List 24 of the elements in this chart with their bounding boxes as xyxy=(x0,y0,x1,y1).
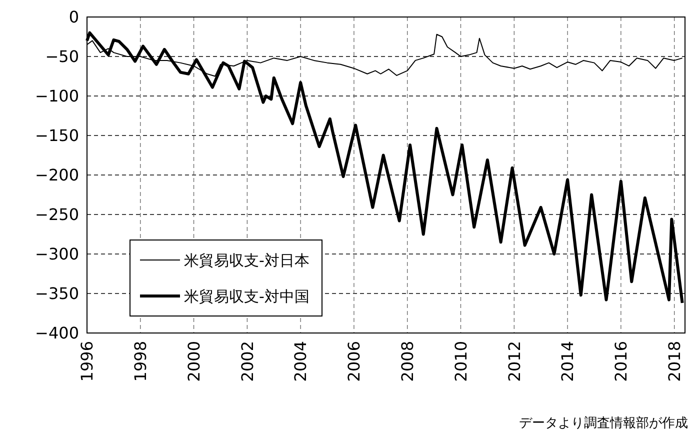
legend-label: 米貿易収支-対中国 xyxy=(184,287,310,306)
x-tick-label: 2014 xyxy=(558,341,578,382)
x-tick-label: 2006 xyxy=(344,341,364,382)
x-tick-label: 2016 xyxy=(612,341,631,382)
y-tick-label: −50 xyxy=(45,47,79,66)
y-tick-label: −300 xyxy=(35,244,79,264)
x-tick-label: 2018 xyxy=(664,341,684,382)
y-tick-label: −100 xyxy=(35,86,79,106)
y-tick-label: −250 xyxy=(35,205,79,224)
x-tick-label: 2000 xyxy=(184,341,204,382)
y-tick-label: −150 xyxy=(35,126,79,146)
text: データより調査情報部が作成 xyxy=(519,416,688,431)
x-tick-label: 2008 xyxy=(398,341,417,382)
y-tick-label: −400 xyxy=(35,324,79,343)
x-tick-label: 2010 xyxy=(451,341,470,382)
x-tick-label: 2002 xyxy=(238,341,257,382)
x-tick-label: 1996 xyxy=(78,341,97,382)
legend-label: 米貿易収支-対日本 xyxy=(184,251,310,270)
y-tick-label: −350 xyxy=(35,284,79,304)
y-tick-label: −200 xyxy=(35,166,79,185)
y-tick-label: 0 xyxy=(68,8,79,27)
x-tick-label: 2004 xyxy=(291,341,310,382)
x-tick-label: 2012 xyxy=(504,341,524,382)
x-tick-label: 1998 xyxy=(130,341,150,382)
